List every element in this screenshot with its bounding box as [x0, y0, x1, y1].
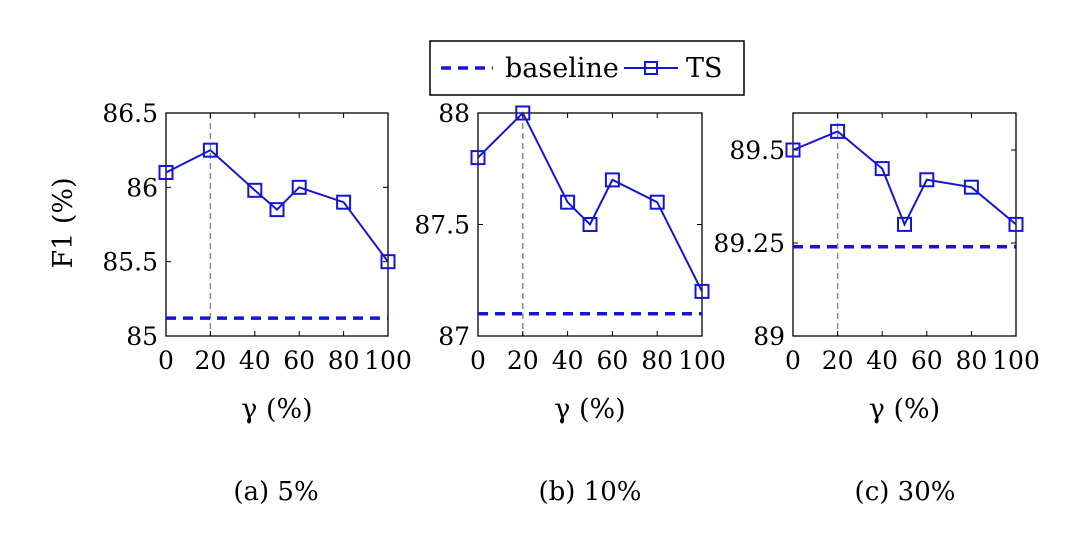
ts-point [470, 150, 486, 166]
ts-line [477, 111, 703, 292]
x-axis-label: γ (%) [869, 394, 940, 425]
ts-point [202, 142, 218, 158]
x-tick-label: 20 [194, 346, 226, 375]
x-tick-label: 20 [507, 346, 539, 375]
ts-point [649, 194, 665, 210]
x-tick-label: 100 [992, 346, 1040, 375]
legend-ts-marker [644, 61, 658, 75]
ts-point [830, 123, 846, 139]
x-axis-label: γ (%) [241, 394, 312, 425]
x-tick-label: 0 [158, 346, 174, 375]
y-tick-label: 89.25 [713, 229, 785, 258]
x-tick-label: 80 [955, 346, 987, 375]
y-tick-label: 88 [438, 99, 470, 128]
legend-baseline-label: baseline [505, 53, 619, 84]
y-tick-label: 86.5 [102, 99, 158, 128]
y-tick-label: 89.5 [729, 136, 785, 165]
ts-point [158, 164, 174, 180]
ts-point [291, 179, 307, 195]
ts-point [1008, 216, 1024, 232]
x-tick-label: 100 [678, 346, 726, 375]
ts-point [269, 202, 285, 218]
ts-point [582, 217, 598, 232]
ts-point [694, 283, 710, 299]
y-tick-label: 85 [126, 322, 158, 351]
ts-point [874, 161, 890, 177]
ts-point [247, 182, 263, 198]
panel-1: 0 20 40 60 80 100 87 87.5 88 γ (%) (b) 10% [414, 99, 726, 507]
x-tick-label: 20 [822, 346, 854, 375]
x-tick-label: 40 [866, 346, 898, 375]
x-tick-label: 80 [328, 346, 360, 375]
ts-point [604, 172, 620, 188]
ts-line [792, 130, 1017, 227]
y-tick-label: 87.5 [414, 211, 470, 240]
ts-point [380, 254, 396, 270]
legend: baseline TS [429, 40, 745, 96]
y-tick-label: 87 [438, 322, 470, 351]
x-tick-label: 80 [641, 346, 673, 375]
y-tick-label: 86 [126, 173, 158, 202]
ts-point [919, 172, 935, 188]
x-tick-label: 100 [364, 346, 412, 375]
ts-point [785, 142, 801, 158]
ts-point [560, 194, 576, 210]
x-tick-label: 40 [239, 346, 271, 375]
x-axis-label: γ (%) [554, 394, 625, 425]
panel-caption: (c) 30% [855, 477, 956, 507]
legend-ts-label: TS [686, 53, 723, 84]
plot-frame [165, 112, 389, 337]
x-tick-label: 0 [785, 346, 801, 375]
x-tick-label: 60 [911, 346, 943, 375]
ts-point [515, 105, 531, 121]
plot-frame [792, 112, 1017, 337]
x-tick-label: 40 [552, 346, 584, 375]
panel-caption: (a) 5% [233, 477, 318, 507]
ts-point [897, 216, 912, 232]
panel-2: 0 20 40 60 80 100 89 89.25 89.5 γ (%) (c) 30% [713, 112, 1040, 507]
panel-0: 0 20 40 60 80 100 85 85.5 86 86.5 γ (%) (a) 5% [102, 99, 412, 507]
ts-point [336, 194, 352, 210]
x-tick-label: 60 [596, 346, 628, 375]
x-tick-label: 60 [283, 346, 315, 375]
ts-line [165, 148, 389, 263]
x-tick-label: 0 [470, 346, 486, 375]
y-axis-label: F1 (%) [48, 177, 79, 268]
panel-caption: (b) 10% [539, 477, 642, 507]
ts-point [963, 179, 979, 195]
y-tick-label: 85.5 [102, 248, 158, 277]
y-tick-label: 89 [753, 322, 785, 351]
